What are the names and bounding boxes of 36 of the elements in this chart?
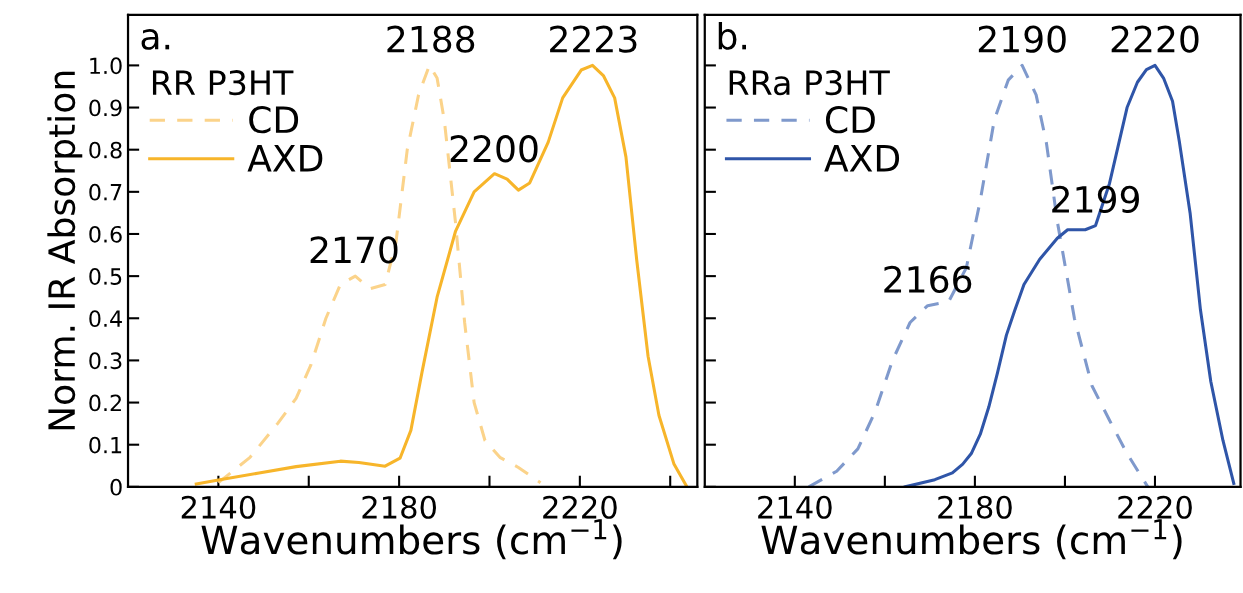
line-series (194, 63, 689, 487)
legend-title: RR P3HT (152, 70, 294, 96)
annotation: a. (141, 29, 170, 50)
y-tick-label: 0.2 (89, 394, 121, 412)
annotation: 2170 (310, 236, 398, 264)
x-axis-title: Wavenumbers (cm$^{−1}$) (201, 519, 622, 560)
annotation: 2220 (1111, 25, 1199, 53)
y-tick-label: 0.5 (89, 268, 122, 285)
y-tick-label: 0.9 (89, 99, 122, 117)
legend-label: CD (249, 106, 299, 134)
annotation: 2223 (550, 25, 637, 53)
y-tick-label: 0.1 (89, 436, 122, 454)
y-tick-label: 0.8 (89, 141, 122, 159)
y-tick-label: 0.3 (89, 352, 122, 370)
x-tick-label: 2220 (543, 495, 617, 519)
x-tick-label: 2140 (758, 495, 832, 519)
y-tick-label: 0 (110, 478, 122, 496)
legend-title: RRa P3HT (729, 70, 890, 96)
y-tick-label: 0.4 (89, 310, 122, 328)
annotation: 2166 (884, 265, 972, 294)
annotation: 2190 (978, 25, 1066, 53)
legend-label: AXD (247, 145, 323, 172)
x-axis-title: Wavenumbers (cm$^{−1}$) (761, 519, 1182, 560)
y-tick-label: 0.7 (89, 183, 122, 201)
y-axis-title: Norm. IR Absorption (47, 71, 83, 430)
annotation: b. (718, 21, 746, 50)
x-tick-label: 2220 (1118, 495, 1192, 519)
x-tick-label: 2140 (181, 495, 256, 519)
annotation: 2188 (387, 25, 475, 53)
annotation: 2200 (450, 135, 538, 163)
y-tick-label: 0.6 (89, 225, 122, 243)
legend-label: AXD (824, 145, 900, 172)
legend-label: CD (825, 106, 875, 134)
x-tick-label: 2180 (938, 495, 1012, 519)
x-tick-label: 2180 (362, 495, 436, 519)
y-tick-label: 1.0 (90, 57, 122, 75)
